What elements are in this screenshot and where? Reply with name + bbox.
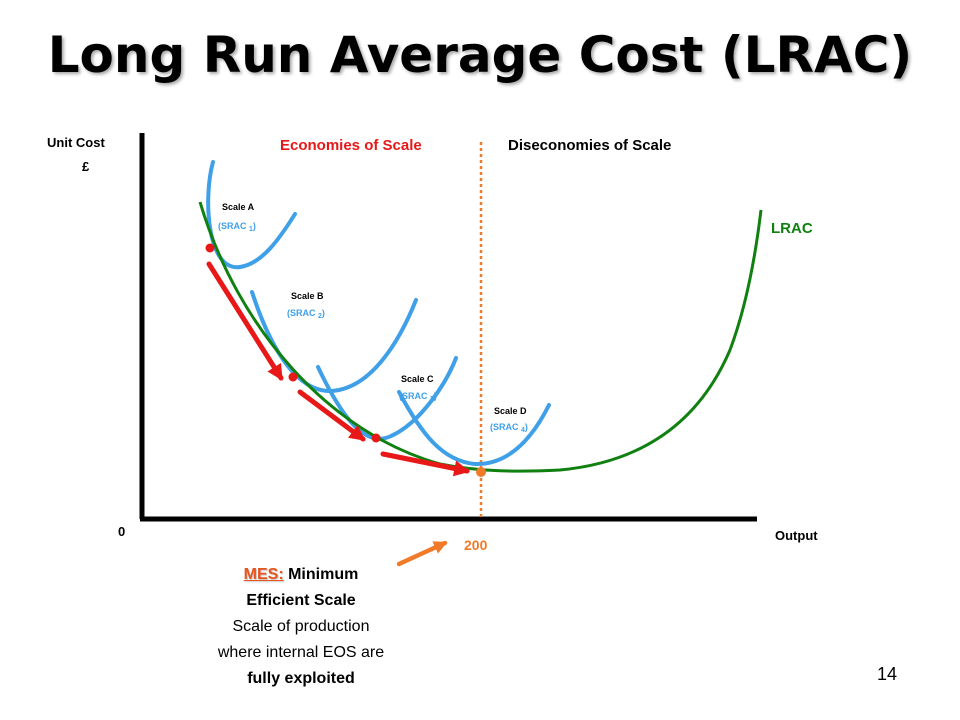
economies-arrow-3 <box>380 451 471 477</box>
srac-3-label: (SRAC 3) <box>399 391 437 403</box>
y-axis-unit: £ <box>82 159 90 174</box>
srac-2-curve <box>250 290 418 394</box>
srac-3-curve <box>316 356 458 441</box>
mes-point <box>476 467 486 477</box>
mes-note-line-1: MES: Minimum <box>243 566 359 583</box>
tangency-point-c <box>371 433 381 443</box>
srac-4-curve <box>397 390 551 467</box>
page-number: 14 <box>877 664 898 684</box>
mes-note-line-3: Scale of production <box>232 618 370 635</box>
mes-abbreviation: MES: <box>243 566 284 583</box>
mes-note: MES: Minimum Efficient Scale Scale of pr… <box>196 562 406 692</box>
tangency-point-a <box>205 243 215 253</box>
srac-4-label: (SRAC 4) <box>490 422 528 434</box>
lrac-label: LRAC <box>771 220 813 237</box>
mes-pointer-arrow <box>396 540 448 567</box>
diseconomies-of-scale-label: Diseconomies of Scale <box>508 137 671 154</box>
mes-note-line-5: fully exploited <box>247 670 355 687</box>
scale-a-label: Scale A <box>222 202 255 212</box>
mes-note-line-4: where internal EOS are <box>217 644 385 661</box>
scale-d-label: Scale D <box>494 406 527 416</box>
economies-of-scale-label: Economies of Scale <box>280 137 422 154</box>
origin-label: 0 <box>118 524 125 539</box>
economies-arrow-2 <box>297 389 366 442</box>
mes-note-line-2: Efficient Scale <box>246 592 356 609</box>
scale-c-label: Scale C <box>401 374 434 384</box>
mes-output-label: 200 <box>464 537 488 553</box>
economies-arrow-1 <box>206 261 284 381</box>
scale-b-label: Scale B <box>291 291 324 301</box>
lrac-curve <box>198 201 763 473</box>
srac-2-label: (SRAC 2) <box>287 308 325 320</box>
srac-1-label: (SRAC 1) <box>218 221 256 233</box>
tangency-point-b <box>288 372 298 382</box>
slide-title: Long Run Average Cost (LRAC) <box>47 26 913 84</box>
x-axis-label: Output <box>775 528 818 543</box>
srac-1-curve <box>206 160 297 270</box>
y-axis-label: Unit Cost <box>47 135 105 150</box>
